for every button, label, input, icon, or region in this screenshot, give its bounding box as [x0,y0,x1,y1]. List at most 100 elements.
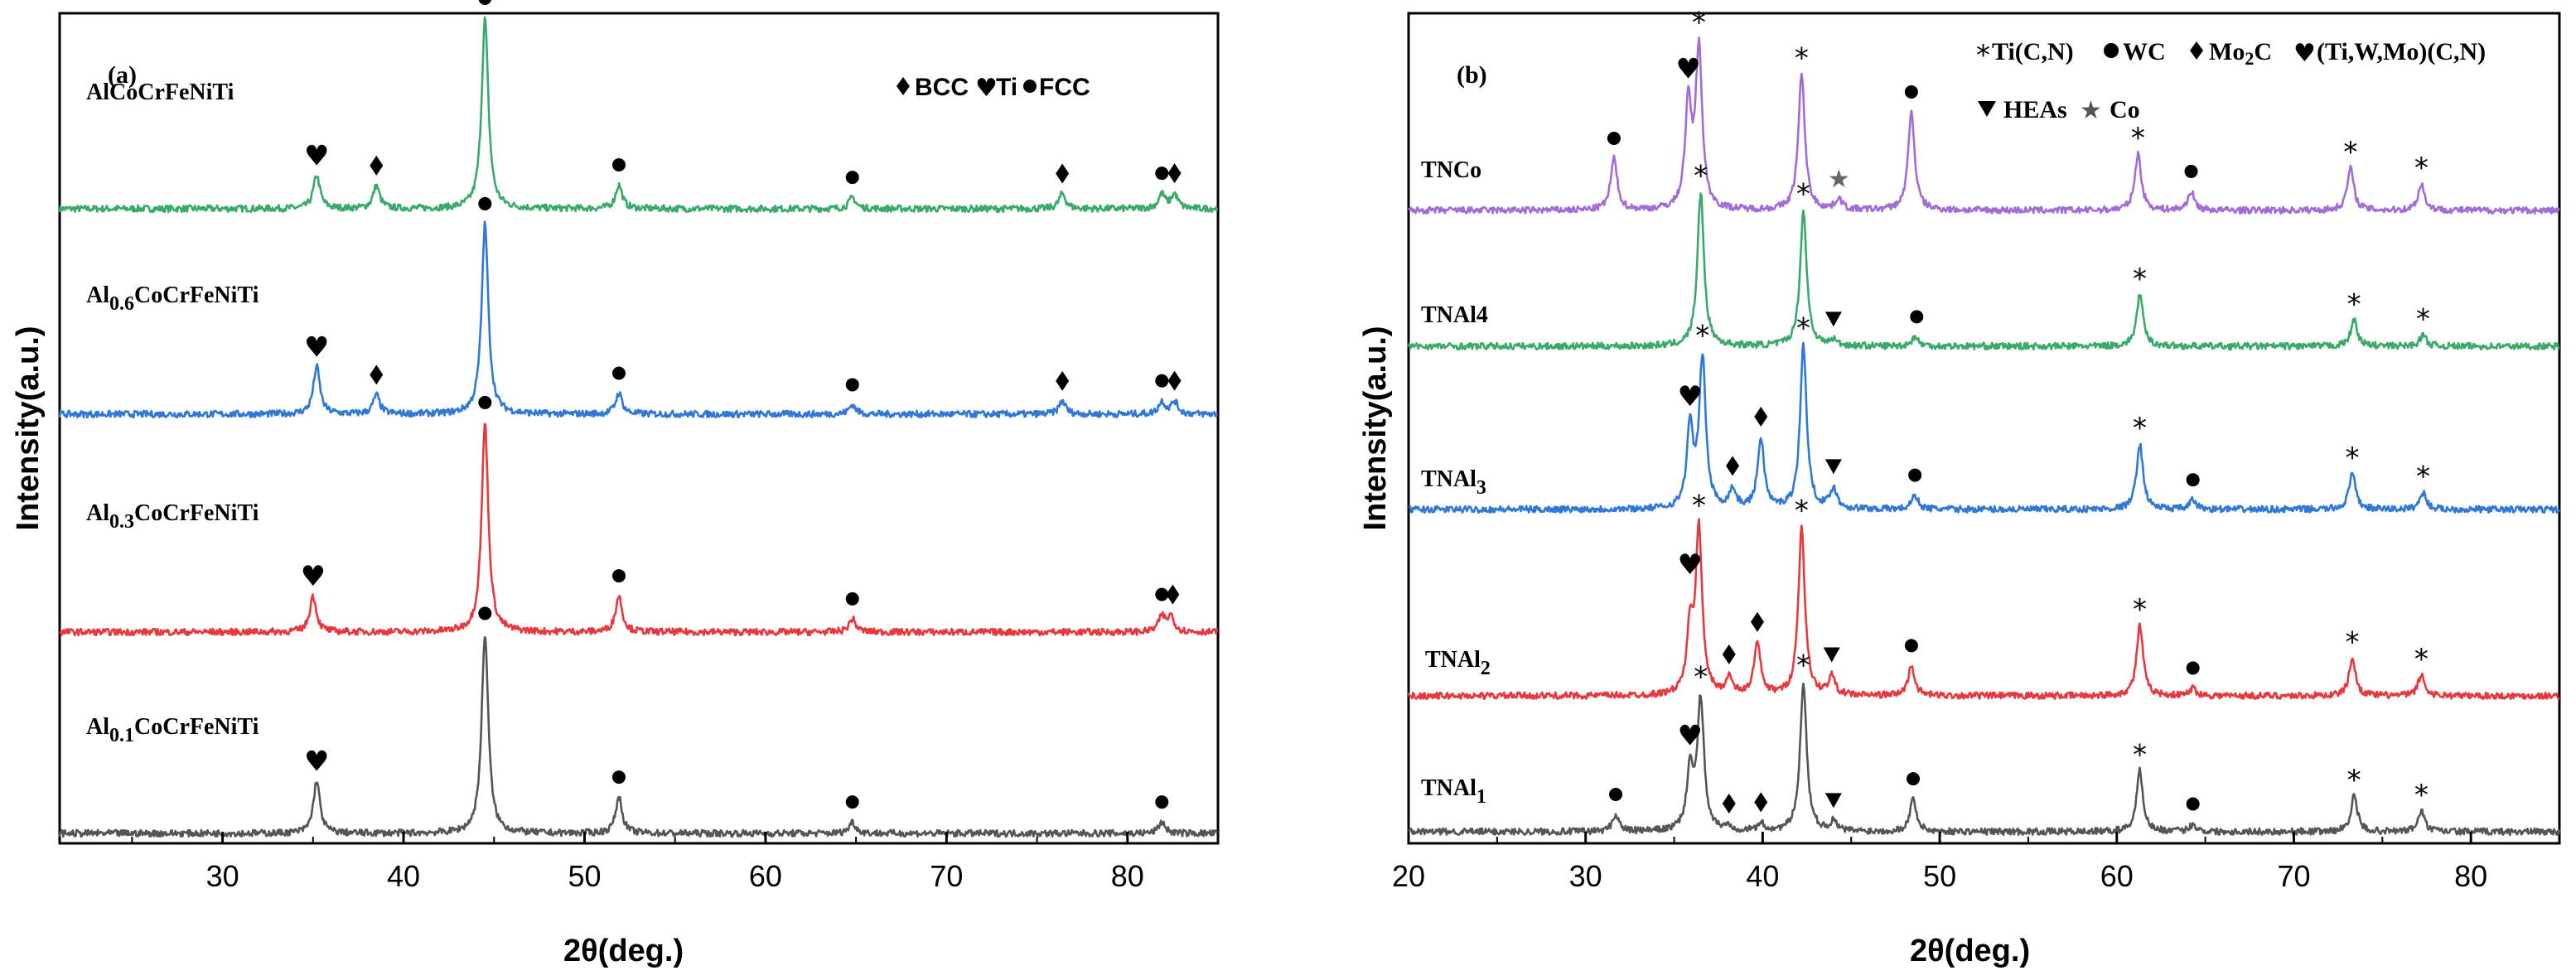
asterisk-marker-tnal3-4: * [1796,312,1810,345]
legend-fcc-dot-icon [1023,80,1037,93]
series-line-alcocrfeniti [58,16,1219,214]
dot-marker-alcocrfeniti-6 [1155,167,1169,181]
asterisk-marker-tnco-6: * [2131,122,2145,155]
series-line-al0-3cocrfeniti [59,422,1219,637]
legend-mo2c-label: Mo2C [2209,38,2272,69]
asterisk-marker-tnco-3: * [1795,41,1809,75]
legend-tic-n-asterisk-icon: * [1976,39,1990,72]
diamond-marker-tnal3-3 [1754,406,1768,427]
legend-heas-triangle-icon [1978,101,1996,117]
grey-star-marker-tnco-4: ★ [1828,165,1850,194]
diamond-marker-al0-6cocrfeniti-1 [370,364,384,385]
asterisk-marker-tnal1-8: * [2133,738,2147,771]
x-tick-label-60: 60 [749,859,782,893]
asterisk-marker-tnco-8: * [2343,136,2357,169]
asterisk-marker-tnal3-7: * [2133,412,2147,445]
dot-marker-tnal2-6 [1904,639,1918,653]
panel-b-series-group: TNCo♥**★* * *TNAl4**** *TNAl3♥* ****TNAl2♥* *… [1407,7,2561,837]
heart-marker-al0-1cocrfeniti-0: ♥ [304,746,329,779]
diamond-marker-tnal3-2 [1726,456,1740,476]
diamond-marker-alcocrfeniti-1 [370,155,384,176]
asterisk-marker-tnal1-11: * [2414,779,2429,812]
sample-label-al0-6cocrfeniti: Al0.6CoCrFeNiTi [86,282,259,315]
legend-heas-label: HEAs [2003,96,2067,123]
x-tick-label-50: 50 [568,859,601,893]
dot-marker-al0-1cocrfeniti-1 [478,606,492,620]
legend-bcc-diamond-icon [897,77,910,95]
sample-label-tnal2: TNAl2 [1425,647,1491,679]
heart-marker-al0-6cocrfeniti-0: ♥ [304,331,329,364]
sample-label-al0-3cocrfeniti: Al0.3CoCrFeNiTi [86,500,259,533]
asterisk-marker-tnal1-5: * [1796,649,1810,683]
series-tnco: TNCo ♥ * * ★ * * * [1408,7,2560,215]
asterisk-marker-tnal4-1: * [1796,178,1810,211]
asterisk-marker-tnco-2: * [1692,7,1706,40]
sample-label-alcocrfeniti: AlCoCrFeNiTi [86,80,234,105]
panel-b-ylabel: Intensity(a.u.) [1358,326,1393,530]
series-tnal1: TNAl1 ♥ * * * * * [1407,649,2561,837]
x-tick-label-60: 60 [2100,859,2134,893]
diamond-marker-tnal1-3 [1722,793,1736,813]
sample-label-tnco: TNCo [1421,157,1481,183]
asterisk-marker-tnal3-10: * [2416,460,2430,493]
series-al0-3cocrfeniti: Al0.3CoCrFeNiTi ♥ [59,395,1219,637]
dot-marker-al0-6cocrfeniti-3 [611,366,626,380]
diamond-marker-tnal1-4 [1754,792,1768,813]
x-tick-label-80: 80 [1111,859,1144,893]
heart-marker-tnco-1: ♥ [1675,53,1700,86]
series-al0-1cocrfeniti: Al0.1CoCrFeNiTi ♥ [58,606,1219,838]
triangle-marker-tnal4-2 [1824,311,1842,327]
legend-wc-dot-icon [2104,43,2119,58]
asterisk-marker-tnal4-4: * [2133,263,2147,296]
panel-a: AlCoCrFeNiTi♥Al0.6CoCrFeNiTi♥Al0.3CoCrFe… [11,0,1220,968]
sample-label-al0-1cocrfeniti: Al0.1CoCrFeNiTi [86,714,259,746]
x-tick-label-30: 30 [206,859,239,893]
diamond-marker-alcocrfeniti-5 [1056,163,1070,184]
panel-a-xlabel: 2θ(deg.) [563,934,684,968]
panel-a-ylabel: Intensity(a.u.) [11,326,46,530]
dot-marker-al0-1cocrfeniti-2 [611,770,626,784]
asterisk-marker-tnal2-7: * [2133,593,2147,626]
panel-b-label: (b) [1457,61,1487,89]
asterisk-marker-tnal1-2: * [1694,661,1708,694]
dot-marker-alcocrfeniti-3 [611,158,626,172]
asterisk-marker-tnal1-10: * [2347,764,2361,797]
asterisk-marker-tnal4-6: * [2416,302,2430,336]
dot-marker-tnal3-6 [1908,468,1922,482]
asterisk-marker-tnco-9: * [2414,152,2429,185]
x-tick-label-20: 20 [1392,859,1425,893]
legend-tiwmo-label: (Ti,W,Mo)(C,N) [2317,38,2486,65]
x-tick-label-70: 70 [930,859,963,893]
dot-marker-tnal4-3 [1910,310,1924,324]
legend-tiwmo-heart-icon: ♥ [2293,39,2316,68]
dot-marker-tnal2-8 [2186,661,2200,675]
dot-marker-tnal1-9 [2186,797,2200,811]
dot-marker-al0-3cocrfeniti-3 [845,591,859,606]
series-line-tnal2 [1407,518,2561,701]
dot-marker-tnal1-7 [1907,772,1921,786]
diamond-marker-tnal2-3 [1750,611,1764,632]
series-line-al0-1cocrfeniti [58,635,1219,838]
dot-marker-tnco-5 [1904,84,1918,99]
heart-marker-alcocrfeniti-0: ♥ [304,139,329,172]
triangle-marker-tnal3-5 [1824,459,1842,475]
dot-marker-al0-1cocrfeniti-3 [845,795,859,809]
panel-b-ticks: 20 30 40 50 60 70 80 [1392,832,2560,893]
series-al0-6cocrfeniti: Al0.6CoCrFeNiTi ♥ [58,196,1219,419]
heart-marker-al0-3cocrfeniti-0: ♥ [301,560,326,593]
heart-marker-tnal3-0: ♥ [1678,380,1703,413]
heart-marker-tnal2-0: ♥ [1678,548,1703,582]
panel-a-ticks: 30 40 50 60 70 80 [131,832,1219,893]
x-tick-label-40: 40 [387,859,420,893]
panel-a-legend: BCC ♥ Ti FCC [897,74,1090,103]
panel-a-series-group: AlCoCrFeNiTi♥Al0.6CoCrFeNiTi♥Al0.3CoCrFe… [58,0,1219,838]
series-line-tnco [1408,36,2560,215]
diamond-marker-alcocrfeniti-7 [1167,163,1182,184]
series-alcocrfeniti: AlCoCrFeNiTi ♥ [58,0,1219,214]
series-line-tnal1 [1407,682,2561,837]
dot-marker-al0-3cocrfeniti-4 [1155,587,1169,601]
asterisk-marker-tnal4-0: * [1694,159,1708,192]
sample-label-tnal4: TNAl4 [1421,302,1488,328]
legend-mo2c-diamond-icon [2190,41,2203,60]
